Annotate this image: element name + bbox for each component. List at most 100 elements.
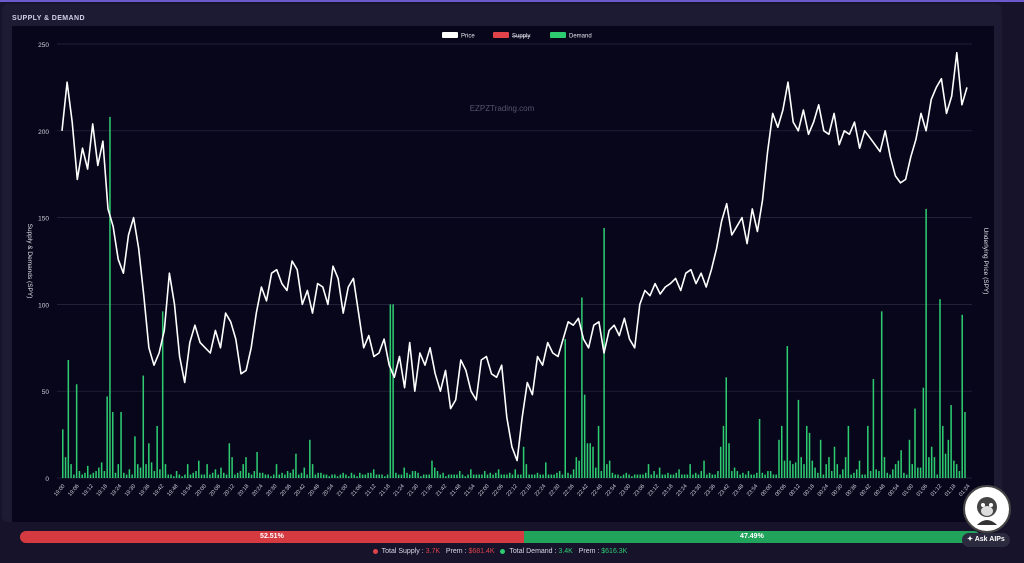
demand-bar	[150, 462, 153, 478]
demand-bar	[558, 471, 561, 478]
demand-bar	[850, 474, 852, 478]
demand-bar	[350, 472, 353, 478]
demand-bar	[520, 474, 522, 478]
x-tick-label: 22:12	[506, 483, 519, 497]
demand-bar	[461, 474, 464, 478]
demand-bar	[270, 476, 272, 478]
demand-bar	[483, 471, 486, 478]
demand-bar	[320, 472, 322, 478]
demand-bar	[742, 472, 744, 478]
demand-bar	[653, 471, 655, 478]
demand-bar	[89, 474, 92, 478]
x-tick-label: 23:54	[746, 483, 759, 497]
demand-bar	[633, 474, 636, 478]
x-tick-label: 19:30	[124, 483, 137, 497]
demand-bar	[775, 474, 777, 478]
demand-bar	[644, 472, 647, 478]
totals-footer: Total Supply : 3.7K Prem : $681.4K Total…	[0, 548, 1000, 555]
demand-bar	[589, 443, 591, 478]
demand-bar	[781, 425, 783, 478]
demand-bar	[148, 443, 150, 478]
ask-aips-button[interactable]: ✦ Ask AIPs	[962, 533, 1010, 547]
demand-bar	[78, 471, 81, 478]
demand-bar	[719, 446, 722, 478]
demand-bar	[586, 443, 589, 478]
x-tick-label: 01:00	[902, 483, 915, 497]
demand-bar	[694, 472, 697, 478]
demand-bar	[769, 471, 772, 478]
demand-bar	[325, 474, 328, 478]
demand-bar	[425, 474, 428, 478]
demand-bar	[345, 474, 347, 478]
demand-bar	[95, 471, 97, 478]
demand-bar	[892, 469, 894, 478]
demand-bar	[758, 418, 761, 478]
demand-bar	[733, 467, 736, 478]
demand-bar	[195, 471, 197, 478]
demand-bar	[70, 464, 72, 478]
panel-title: SUPPLY & DEMAND	[12, 15, 85, 22]
demand-bar	[328, 476, 331, 478]
demand-bar	[247, 472, 250, 478]
x-tick-label: 20:54	[322, 483, 335, 497]
x-tick-label: 19:24	[110, 483, 123, 497]
demand-bar	[717, 471, 719, 478]
demand-bar	[411, 471, 414, 478]
demand-bar	[223, 472, 225, 478]
demand-bar	[933, 457, 936, 478]
demand-bar	[728, 443, 730, 478]
demand-bar	[67, 359, 70, 478]
ai-assistant-avatar[interactable]	[963, 485, 1011, 533]
demand-bar	[92, 472, 95, 478]
demand-bar	[811, 460, 814, 478]
demand-bar	[245, 457, 247, 478]
demand-bar	[75, 384, 78, 478]
demand-bar	[675, 472, 678, 478]
x-tick-label: 00:18	[803, 483, 816, 497]
demand-bar	[964, 412, 966, 478]
demand-bar	[234, 474, 236, 478]
supply-demand-ratio-bar: 52.51% 47.49%	[20, 531, 980, 543]
demand-bar	[458, 471, 461, 478]
x-tick-label: 22:00	[477, 483, 490, 497]
demand-bar	[336, 476, 339, 478]
x-tick-label: 19:36	[138, 483, 151, 497]
demand-bar	[595, 467, 597, 478]
demand-bar	[309, 439, 311, 478]
x-tick-label: 20:30	[265, 483, 278, 497]
demand-bar	[744, 474, 747, 478]
x-tick-label: 00:24	[817, 483, 830, 497]
demand-bar	[683, 474, 686, 478]
demand-bar	[805, 425, 808, 478]
demand-bar	[939, 299, 941, 478]
demand-bar	[955, 464, 958, 478]
x-tick-label: 21:24	[392, 483, 405, 497]
demand-bar	[867, 425, 869, 478]
x-tick-label: 22:18	[520, 483, 533, 497]
demand-bar	[359, 472, 361, 478]
demand-bar	[803, 464, 805, 478]
demand-bar	[614, 474, 616, 478]
demand-bar	[539, 474, 542, 478]
demand-bar	[117, 464, 120, 478]
x-tick-label: 23:48	[732, 483, 745, 497]
x-tick-label: 21:12	[364, 483, 377, 497]
demand-bar	[511, 474, 514, 478]
demand-bar	[658, 467, 661, 478]
demand-bar	[886, 472, 889, 478]
demand-bar	[347, 476, 350, 478]
legend-label: Supply	[512, 34, 530, 40]
demand-bar	[792, 464, 794, 478]
demand-bar	[395, 472, 397, 478]
demand-bar	[903, 472, 905, 478]
demand-bar	[123, 472, 125, 478]
demand-bar	[747, 471, 750, 478]
demand-bar	[84, 472, 86, 478]
demand-bar	[689, 464, 691, 478]
demand-bar	[794, 462, 797, 478]
demand-bar	[236, 472, 239, 478]
demand-bar	[109, 116, 111, 479]
x-tick-label: 21:42	[435, 483, 448, 497]
x-tick-label: 20:18	[237, 483, 250, 497]
x-tick-label: 21:06	[350, 483, 363, 497]
